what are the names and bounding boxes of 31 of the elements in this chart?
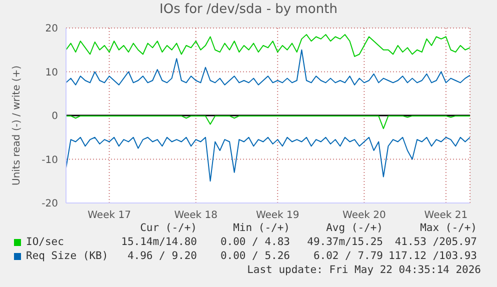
y-axis-title: Units read (-) / write (+) [12, 65, 23, 186]
y-tick-label: -10 [42, 154, 58, 166]
text: Max (-/+) [420, 222, 477, 234]
line-series [66, 115, 470, 130]
text: 0.00 / 4.83 [220, 236, 290, 248]
text: 4.96 / 9.20 [127, 250, 197, 262]
legend-label: Req Size (KB) [26, 250, 108, 262]
chart-title: IOs for /dev/sda - by month [158, 2, 338, 17]
x-tick-label: Week 21 [424, 210, 468, 222]
text: 15.14m/14.80 [121, 236, 197, 248]
line-series [66, 34, 470, 57]
y-tick-label: 20 [45, 24, 58, 35]
text: Last update: Fri May 22 04:35:14 2026 [246, 264, 482, 276]
x-tick-label: Week 17 [88, 210, 131, 222]
text: Min (-/+) [233, 222, 290, 234]
x-tick-label: Week 20 [342, 210, 386, 222]
text: 117.12 /103.93 [388, 250, 477, 262]
text: 41.53 /205.97 [394, 236, 477, 248]
line-series [66, 136, 470, 182]
y-tick-label: 0 [52, 111, 58, 122]
text: 49.37m/15.25 [307, 236, 383, 248]
y-tick-label: -20 [42, 198, 58, 210]
text: 0.00 / 5.26 [220, 250, 290, 262]
x-tick-label: Week 18 [174, 210, 218, 222]
legend-label: IO/sec [26, 236, 64, 248]
text: Avg (-/+) [326, 222, 383, 234]
text: 6.02 / 7.79 [313, 250, 383, 262]
line-series [66, 49, 470, 86]
x-tick-label: Week 19 [256, 210, 300, 222]
text: Cur (-/+) [140, 222, 197, 234]
y-tick-label: 10 [45, 67, 58, 78]
